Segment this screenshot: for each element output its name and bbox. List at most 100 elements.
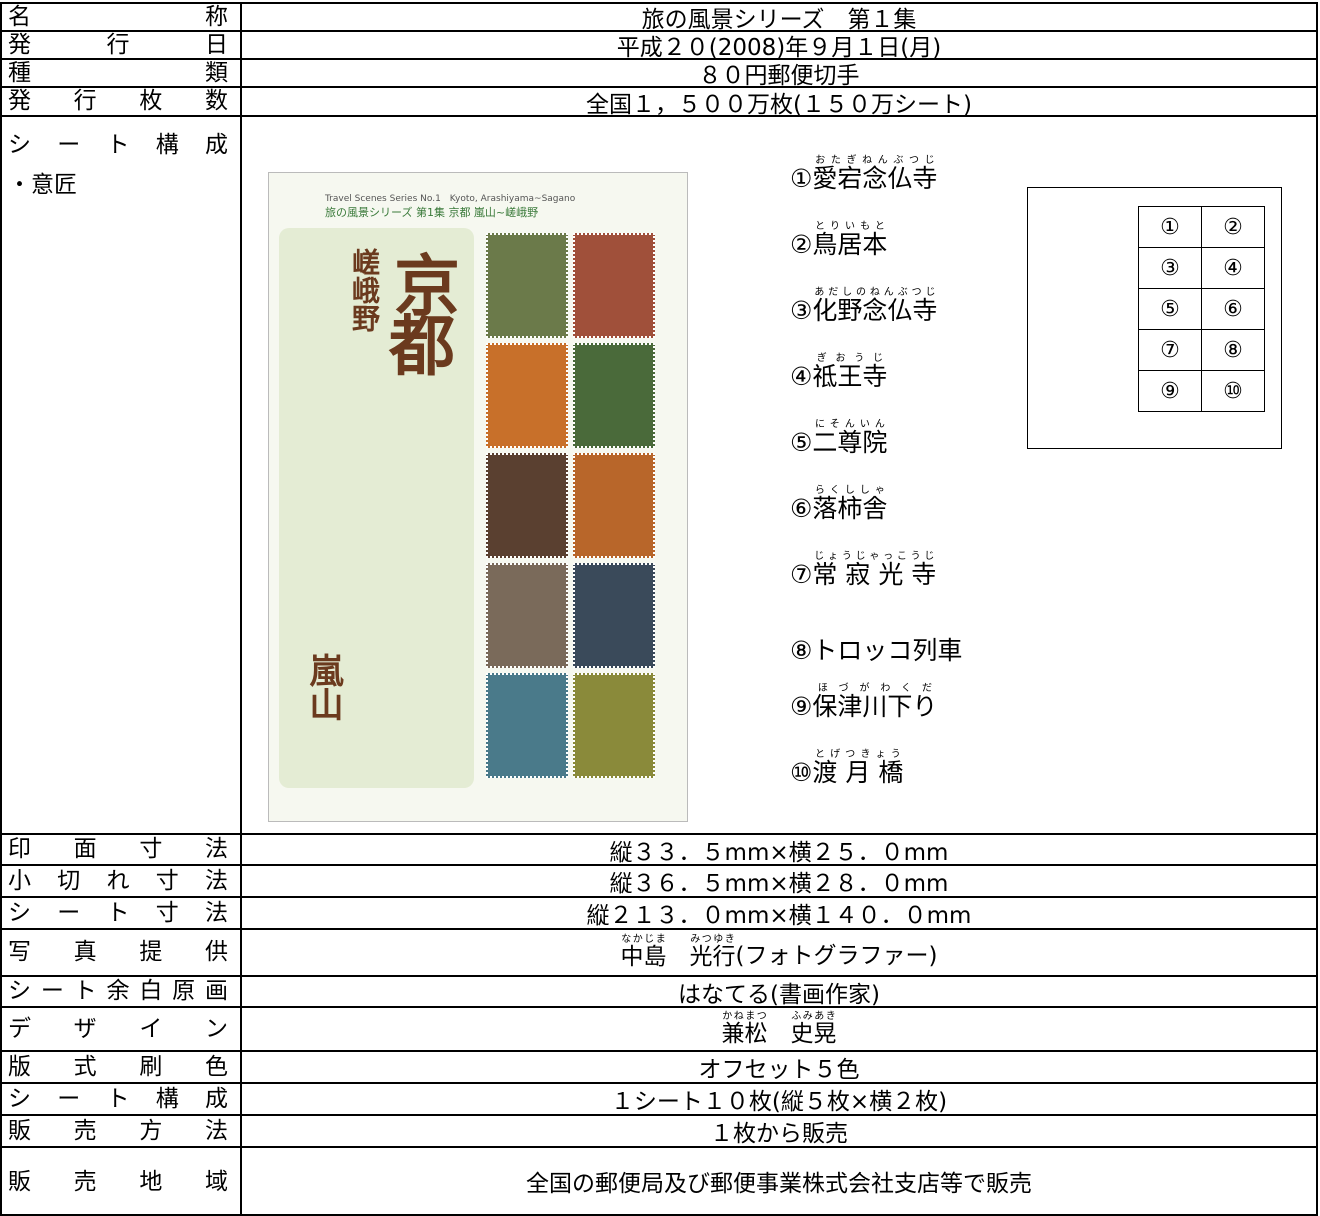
table-row: 写真提供 中島なかじま 光行みつゆき (フォトグラファー) [0, 928, 1318, 975]
stamp [573, 453, 655, 558]
label-text: 名称 [8, 4, 228, 30]
table-row: 版式刷色 オフセット５色 [0, 1050, 1318, 1083]
value-text: ８０円郵便切手 [698, 63, 860, 89]
stamp-item: ②鳥居本とりいもと [790, 221, 887, 261]
layout-cell: ⑧ [1201, 329, 1265, 371]
layout-cell: ③ [1138, 247, 1202, 289]
row-label: 販売地域 [2, 1148, 242, 1214]
stamp-item: ⑦常 寂 光 寺じょうじゃっこうじ [790, 551, 936, 591]
sheet-art-text: 嵐山 [303, 653, 343, 721]
value-text: １枚から販売 [710, 1121, 848, 1147]
table-row: 販売方法 １枚から販売 [0, 1114, 1318, 1147]
value-text: １シート１０枚(縦５枚×横２枚) [610, 1089, 948, 1115]
ruby-text: 中島なかじま [621, 934, 667, 971]
ruby-text: 渡 月 橋とげつきょう [812, 749, 904, 787]
ruby-base: 史晃 [790, 1020, 837, 1047]
ruby-text: 祗王寺ぎおうじ [812, 353, 888, 391]
sheet-title-ja: 旅の風景シリーズ 第1集 京都 嵐山~嵯峨野 [325, 206, 539, 219]
layout-cell: ① [1138, 206, 1202, 248]
stamp [573, 343, 655, 448]
stamp-sheet-image: Travel Scenes Series No.1 Kyoto, Arashiy… [268, 172, 688, 822]
layout-cell: ⑨ [1138, 370, 1202, 412]
label-text: シート寸法 [8, 900, 228, 926]
stamp-item: ⑥落柿舎らくししゃ [790, 485, 887, 525]
ruby-text: 落柿舎らくししゃ [812, 485, 887, 523]
sheet-art-text: 京 [394, 248, 460, 325]
label-text: 発行枚数 [8, 88, 228, 114]
label-text: 販売方法 [8, 1118, 228, 1144]
ruby-text: 保津川下りほづがわくだ [812, 683, 937, 721]
stamp-number: ③ [790, 296, 813, 325]
ruby-reading: みつゆき [689, 934, 736, 945]
row-value: 縦２１３．０mm×横１４０．０mm [242, 898, 1316, 929]
ruby-base: 渡 月 橋 [812, 758, 904, 787]
row-label: デザイン [2, 1008, 242, 1050]
table-row: シート寸法 縦２１３．０mm×横１４０．０mm [0, 896, 1318, 929]
row-value: 平成２０(2008)年９月１日(月) [242, 32, 1316, 61]
row-label: 印面寸法 [2, 835, 242, 864]
layout-cell: ⑤ [1138, 288, 1202, 330]
ruby-reading: とげつきょう [812, 749, 904, 760]
ruby-text: 鳥居本とりいもと [812, 221, 887, 259]
table-row: シート構成 ・意匠 Travel Scenes Series No.1 Kyoto,… [0, 115, 1318, 833]
value-text: 縦３３．５mm×横２５．０mm [609, 839, 949, 866]
label-text: 小切れ寸法 [8, 868, 228, 894]
stamp-number: ② [790, 230, 813, 259]
stamp-number: ⑨ [790, 692, 813, 721]
label-text: シート構成 [8, 132, 228, 158]
stamp-item: ③化野念仏寺あだしのねんぶつじ [790, 287, 937, 327]
sheet-title-en: Travel Scenes Series No.1 Kyoto, Arashiy… [325, 194, 576, 204]
row-label: 版式刷色 [2, 1052, 242, 1082]
table-row: シート余白原画 はなてる(書画作家) [0, 975, 1318, 1008]
row-value: １シート１０枚(縦５枚×横２枚) [242, 1084, 1316, 1115]
stamp-item: ①愛宕念仏寺おたぎねんぶつじ [790, 155, 937, 195]
value-text: 全国の郵便局及び郵便事業株式会社支店等で販売 [526, 1171, 1032, 1197]
stamp-item: ⑩渡 月 橋とげつきょう [790, 749, 903, 789]
table-row: 印面寸法 縦３３．５mm×横２５．０mm [0, 833, 1318, 866]
stamp-item: ⑤二尊院にそんいん [790, 419, 887, 459]
stamp [573, 673, 655, 778]
stamp [486, 673, 568, 778]
row-value: オフセット５色 [242, 1052, 1316, 1083]
value-text: 旅の風景シリーズ 第１集 [641, 7, 917, 33]
ruby-reading: ふみあき [790, 1010, 837, 1022]
stamp-item: ⑧トロッコ列車 [790, 631, 962, 667]
label-text: 種類 [8, 60, 228, 86]
ruby-reading: ほづがわくだ [812, 683, 938, 694]
sheet-art-text: 都 [389, 308, 455, 385]
ruby-reading: とりいもと [812, 221, 888, 232]
ruby-reading: なかじま [620, 934, 667, 945]
table-row: 発行枚数 全国１，５００万枚(１５０万シート) [0, 86, 1318, 118]
ruby-base: 兼松 [721, 1020, 768, 1047]
ruby-text: 愛宕念仏寺おたぎねんぶつじ [812, 155, 937, 193]
row-label: シート構成 ・意匠 [2, 117, 242, 833]
row-label: 小切れ寸法 [2, 866, 242, 896]
row-label: 種類 [2, 60, 242, 86]
ruby-reading: おたぎねんぶつじ [812, 155, 938, 166]
table-row: 種類 ８０円郵便切手 [0, 58, 1318, 89]
label-text: 印面寸法 [8, 836, 228, 862]
ruby-reading: じょうじゃっこうじ [812, 551, 937, 562]
stamp [486, 563, 568, 668]
stamp-number: ⑤ [790, 428, 813, 457]
label-text: デザイン [8, 1016, 228, 1042]
layout-cell: ⑦ [1138, 329, 1202, 371]
layout-cell: ② [1201, 206, 1265, 248]
stamp-number: ⑦ [790, 560, 813, 589]
row-value: はなてる(書画作家) [242, 977, 1316, 1008]
row-value: 全国の郵便局及び郵便事業株式会社支店等で販売 [242, 1148, 1316, 1214]
row-value: 全国１，５００万枚(１５０万シート) [242, 88, 1316, 118]
value-text: 縦２１３．０mm×横１４０．０mm [586, 903, 972, 929]
label-text: 発行日 [8, 32, 228, 58]
ruby-base: 常 寂 光 寺 [812, 560, 937, 589]
stamp-number: ① [790, 164, 813, 193]
value-text [768, 1012, 791, 1046]
ruby-text: 化野念仏寺あだしのねんぶつじ [812, 287, 937, 325]
label-text: シート構成 [8, 1086, 228, 1112]
ruby-base: 祗王寺 [812, 362, 888, 391]
